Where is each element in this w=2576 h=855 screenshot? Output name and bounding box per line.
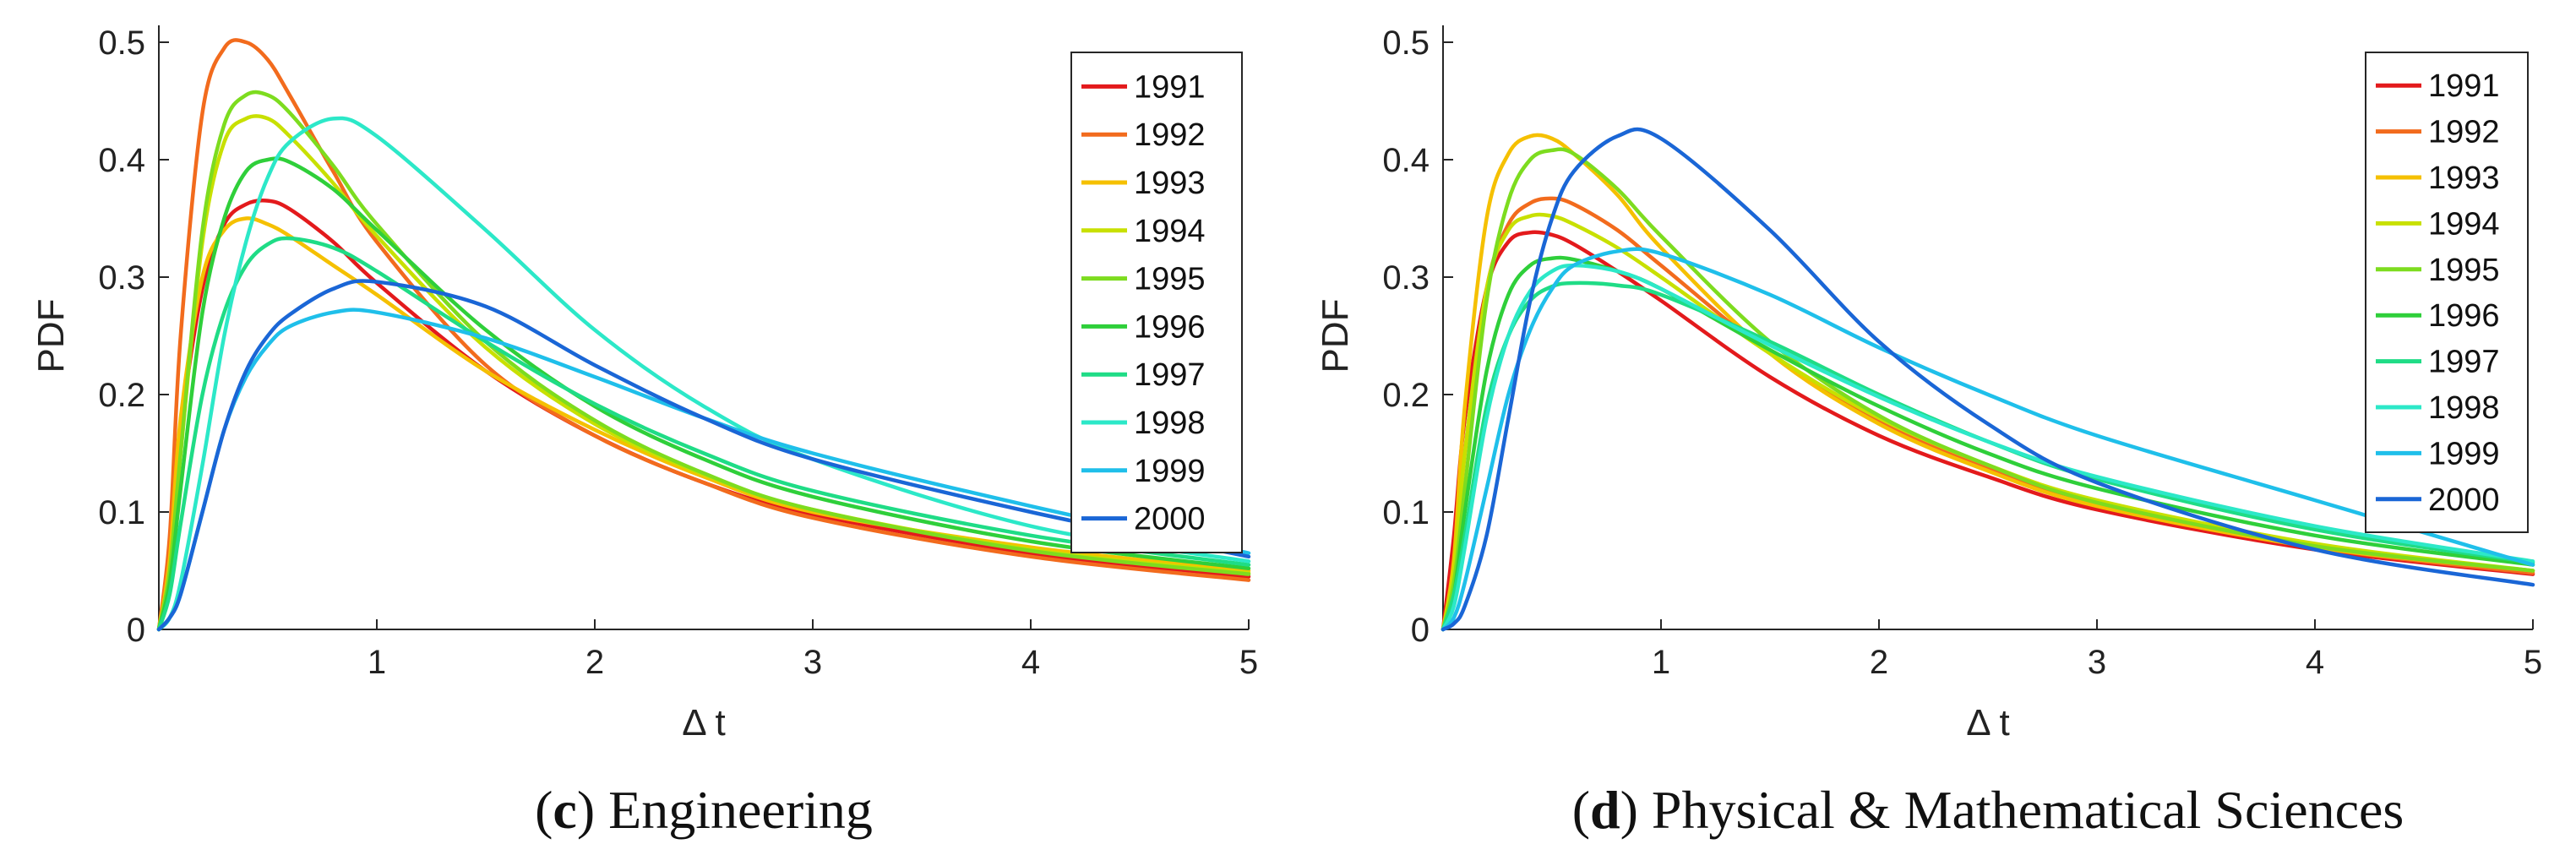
y-tick-label: 0.1 [98, 494, 145, 531]
legend-label: 1993 [2428, 161, 2500, 196]
caption-letter: d [1590, 780, 1620, 840]
series-line-1998 [1440, 263, 2535, 632]
legend-label: 1991 [2428, 68, 2500, 104]
legend-label: 1991 [1134, 69, 1206, 105]
y-tick-label: 0.5 [1382, 25, 1430, 62]
caption-letter: c [553, 780, 576, 840]
series-line-1995 [1440, 147, 2535, 632]
x-tick-label: 1 [1652, 644, 1670, 681]
legend-label: 1998 [2428, 390, 2500, 426]
x-axis-label: Δ t [1966, 702, 2009, 743]
caption-title: Engineering [608, 780, 873, 840]
x-tick-label: 2 [585, 644, 604, 681]
caption-title: Physical & Mathematical Sciences [1652, 780, 2404, 840]
series-line-2000 [1440, 127, 2535, 632]
legend-label: 1995 [2428, 253, 2500, 288]
caption-paren: ( [535, 780, 553, 840]
legend-label: 1992 [1134, 117, 1206, 153]
x-tick-label: 5 [2524, 644, 2542, 681]
series-line-1993 [1440, 133, 2535, 632]
series-line-1997 [1440, 280, 2535, 632]
legend-label: 2000 [2428, 482, 2500, 518]
x-tick-label: 1 [368, 644, 386, 681]
legend-label: 1996 [2428, 298, 2500, 334]
y-tick-label: 0 [1411, 612, 1430, 649]
y-tick-label: 0.1 [1382, 494, 1430, 531]
y-tick-label: 0.3 [1382, 259, 1430, 297]
y-tick-label: 0 [127, 612, 145, 649]
series-line-1995 [156, 90, 1251, 632]
legend-label: 1994 [2428, 206, 2500, 242]
legend-label: 2000 [1134, 502, 1206, 537]
y-tick-label: 0.3 [98, 259, 145, 297]
legend-label: 1995 [1134, 262, 1206, 297]
y-tick-label: 0.4 [98, 142, 145, 179]
panel-caption: (d) Physical & Mathematical Sciences [1572, 780, 2404, 840]
series-line-1996 [156, 156, 1251, 632]
legend-label: 1996 [1134, 309, 1206, 345]
panel-caption: (c) Engineering [535, 780, 873, 840]
series-line-2000 [156, 279, 1251, 632]
legend-label: 1999 [2428, 436, 2500, 471]
legend-label: 1992 [2428, 115, 2500, 150]
series-line-1999 [1440, 247, 2535, 632]
x-tick-label: 4 [1021, 644, 1040, 681]
x-tick-label: 3 [803, 644, 822, 681]
legend-label: 1993 [1134, 166, 1206, 201]
x-axis-label: Δ t [682, 702, 725, 743]
legend-label: 1999 [1134, 454, 1206, 489]
y-tick-label: 0.4 [1382, 142, 1430, 179]
legend-label: 1997 [1134, 357, 1206, 393]
series-line-1998 [156, 116, 1251, 632]
x-tick-label: 2 [1870, 644, 1888, 681]
legend-label: 1997 [2428, 345, 2500, 380]
x-tick-label: 4 [2306, 644, 2324, 681]
y-tick-label: 0.5 [98, 25, 145, 62]
legend: 1991 1992 1993 1994 1995 1996 1997 1998 1999 2000 [2365, 52, 2529, 533]
legend-label: 1998 [1134, 406, 1206, 441]
series-line-1992 [156, 38, 1251, 632]
legend-label: 1994 [1134, 214, 1206, 249]
y-tick-label: 0.2 [98, 377, 145, 414]
series-line-1997 [156, 236, 1251, 632]
caption-paren: ( [1572, 780, 1590, 840]
y-axis-label: PDF [1315, 299, 1356, 373]
y-tick-label: 0.2 [1382, 377, 1430, 414]
series-line-1994 [1440, 212, 2535, 632]
y-axis-label: PDF [30, 299, 72, 373]
x-tick-label: 3 [2088, 644, 2106, 681]
legend: 1991 1992 1993 1994 1995 1996 1997 1998 1999 2000 [1070, 52, 1243, 553]
caption-paren: ) [577, 780, 608, 840]
caption-paren: ) [1620, 780, 1652, 840]
x-tick-label: 5 [1239, 644, 1258, 681]
